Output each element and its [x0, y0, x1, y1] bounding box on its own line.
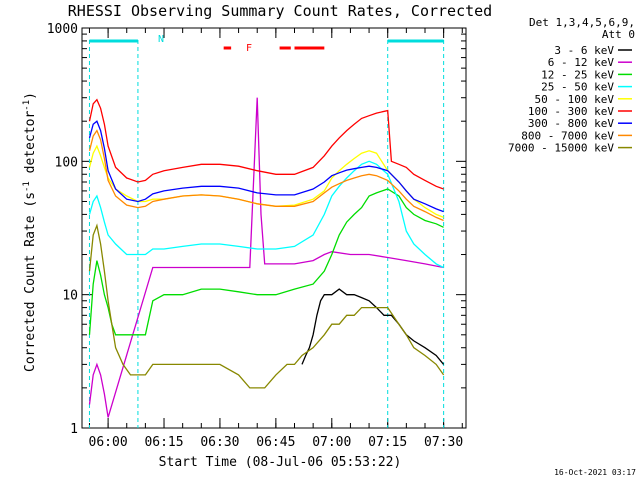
y-axis-label-end: )	[23, 92, 38, 100]
legend-label: 3 - 6 keV	[554, 44, 614, 57]
x-tick-label: 06:15	[144, 435, 183, 450]
annotation-bars	[89, 39, 444, 50]
y-tick-labels: 1 10 100 1000	[47, 22, 78, 437]
series-line-3-6-kev	[301, 288, 445, 365]
legend-label: 6 - 12 keV	[548, 56, 615, 69]
series-line-300-800-kev	[88, 120, 444, 213]
legend-label: 100 - 300 keV	[528, 105, 614, 118]
y-tick-label: 1000	[47, 22, 78, 37]
attenuator-markers	[88, 40, 445, 428]
series-line-800-7000-kev	[88, 129, 444, 222]
series-line-12-25-kev	[88, 188, 444, 336]
y-axis-label: Corrected Count Rate (s-1 detector-1)	[22, 92, 38, 372]
x-tick-label: 07:30	[424, 435, 463, 450]
chart-title: RHESSI Observing Summary Count Rates, Co…	[68, 2, 492, 20]
x-tick-label: 07:15	[368, 435, 407, 450]
legend-label: 800 - 7000 keV	[521, 129, 614, 142]
legend-label: 25 - 50 keV	[541, 81, 614, 94]
series-line-25-50-kev	[88, 160, 444, 269]
legend-label: 300 - 800 keV	[528, 117, 614, 130]
legend-label: 12 - 25 keV	[541, 68, 614, 81]
x-axis-label: Start Time (08-Jul-06 05:53:22)	[159, 455, 402, 470]
x-tick-label: 06:30	[200, 435, 239, 450]
y-axis-label-main: Corrected Count Rate (s	[23, 192, 38, 372]
svg-text:Corrected Count Rate (s-1 dete: Corrected Count Rate (s-1 detector-1)	[22, 92, 38, 372]
legend-label: 50 - 100 keV	[535, 93, 615, 106]
y-axis-label-mid: detector	[23, 111, 38, 182]
x-tick-label: 06:45	[256, 435, 295, 450]
y-axis-exp-2: -1	[22, 100, 32, 111]
legend-header-attenuator: Att 0	[602, 28, 635, 41]
f-flag-label: F	[246, 43, 252, 54]
series-line-6-12-kev	[88, 97, 444, 418]
plot-frame	[81, 27, 467, 429]
y-tick-label: 10	[62, 289, 78, 304]
legend-header-detectors: Det 1,3,4,5,6,9,	[529, 16, 635, 29]
footer-date: 16-Oct-2021 03:17	[554, 468, 636, 477]
n-flag-label: N	[158, 34, 164, 45]
axis-ticks	[82, 27, 466, 429]
x-tick-label: 06:00	[89, 435, 128, 450]
x-tick-labels: 06:00 06:15 06:30 06:45 07:00 07:15 07:30	[89, 435, 464, 450]
series-line-7000-15000-kev	[88, 223, 445, 389]
series-lines	[88, 97, 445, 418]
y-tick-label: 1	[70, 422, 78, 437]
x-tick-label: 07:00	[312, 435, 351, 450]
legend-label: 7000 - 15000 keV	[508, 142, 614, 155]
y-axis-exp-1: -1	[22, 181, 32, 192]
series-line-100-300-kev	[88, 98, 444, 190]
y-tick-label: 100	[55, 155, 78, 170]
